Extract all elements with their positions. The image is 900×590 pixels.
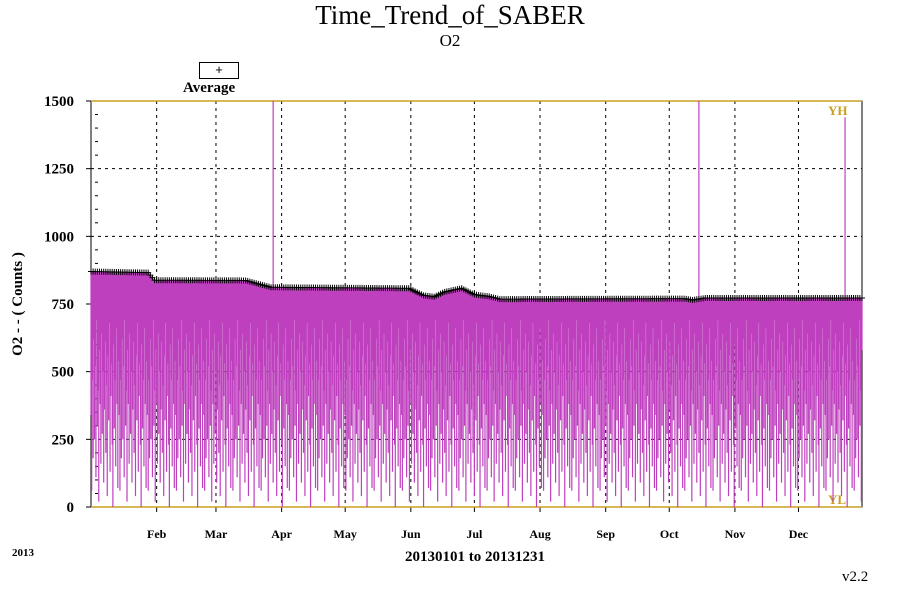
date-range-label: 20130101 to 20131231: [405, 549, 545, 565]
average-series-markers: [88, 268, 865, 303]
x-tick-label: Nov: [725, 527, 746, 541]
y-tick-label: 750: [52, 297, 75, 313]
daily-o2-series: [90, 101, 863, 507]
x-tick-label: Apr: [271, 527, 292, 541]
x-tick-label: Feb: [147, 527, 167, 541]
x-tick-label: Sep: [596, 527, 615, 541]
x-tick-label: Jul: [466, 527, 483, 541]
x-tick-label: Aug: [529, 527, 550, 541]
y-axis-title: O2 - - ( Counts ): [10, 252, 26, 356]
chart-subtitle: O2: [439, 31, 461, 50]
y-tick-label: 250: [52, 432, 75, 448]
x-tick-label: Dec: [789, 527, 809, 541]
y-tick-label: 500: [52, 365, 75, 381]
version-label: v2.2: [842, 569, 869, 585]
year-label: 2013: [12, 547, 34, 559]
chart-title: Time_Trend_of_SABER: [315, 0, 585, 30]
x-tick-label: May: [334, 527, 357, 541]
x-tick-label: Mar: [205, 527, 228, 541]
y-tick-label: 1000: [44, 229, 74, 245]
y-tick-label: 1250: [44, 162, 74, 178]
x-tick-label: Oct: [660, 527, 679, 541]
y-tick-label: 0: [67, 500, 75, 516]
legend-average-symbol: +: [199, 62, 239, 79]
x-tick-label: Jun: [401, 527, 421, 541]
y-tick-label: 1500: [44, 94, 74, 110]
legend-average-label: Average: [183, 80, 236, 96]
upper-limit-label: YH: [828, 103, 848, 118]
lower-limit-label: YL: [828, 492, 846, 507]
